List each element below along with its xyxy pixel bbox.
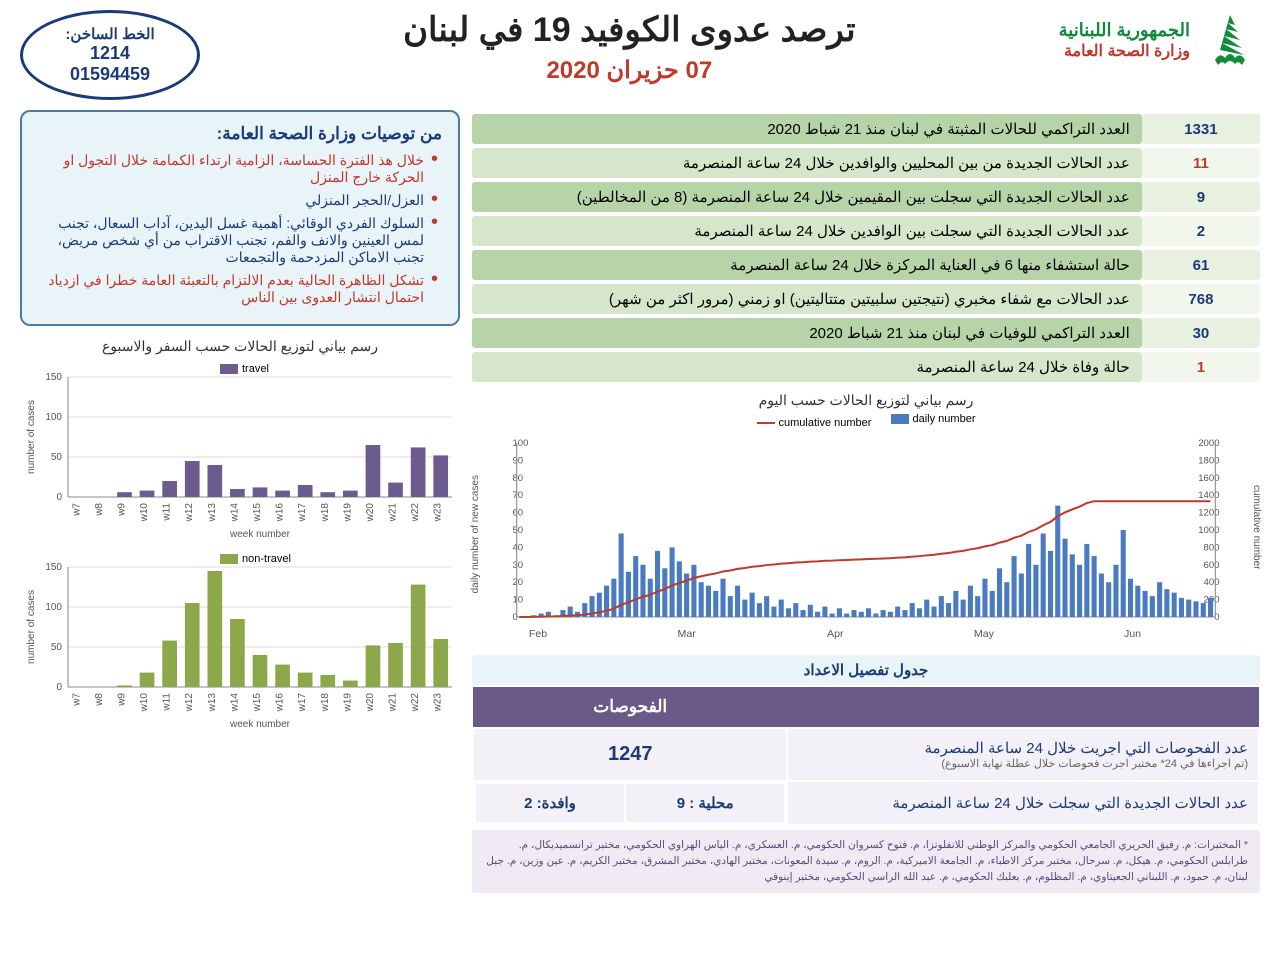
svg-text:w23: w23 <box>433 503 444 523</box>
svg-text:100: 100 <box>45 412 62 423</box>
recommendations-box: من توصيات وزارة الصحة العامة: خلال هذ ال… <box>20 110 460 326</box>
footnote: * المختبرات: م. رفيق الحريري الجامعي الح… <box>472 830 1260 893</box>
svg-text:80: 80 <box>512 473 523 483</box>
svg-text:Apr: Apr <box>827 629 844 640</box>
svg-text:w22: w22 <box>410 503 421 523</box>
daily-chart-legend: daily number cumulative number <box>472 413 1260 429</box>
svg-text:w20: w20 <box>365 693 376 713</box>
detail-table: الفحوصات عدد الفحوصات التي اجريت خلال 24… <box>472 687 1260 826</box>
svg-text:w7: w7 <box>71 503 82 517</box>
svg-text:number of cases: number of cases <box>26 590 37 664</box>
svg-text:w13: w13 <box>207 693 218 713</box>
svg-text:1200: 1200 <box>1198 508 1219 518</box>
svg-text:w14: w14 <box>229 693 240 713</box>
svg-text:week number: week number <box>229 529 291 539</box>
svg-text:w18: w18 <box>320 503 331 523</box>
svg-text:number of cases: number of cases <box>26 400 37 474</box>
svg-text:w9: w9 <box>116 693 127 707</box>
svg-text:800: 800 <box>1204 543 1220 553</box>
svg-text:600: 600 <box>1204 560 1220 570</box>
cedar-logo <box>1200 10 1260 70</box>
svg-text:50: 50 <box>51 452 63 463</box>
svg-text:20: 20 <box>512 577 523 587</box>
svg-text:w17: w17 <box>297 503 308 523</box>
svg-text:70: 70 <box>512 490 523 500</box>
svg-text:30: 30 <box>512 560 523 570</box>
svg-text:w8: w8 <box>94 503 105 517</box>
svg-text:50: 50 <box>51 642 63 653</box>
svg-text:w8: w8 <box>94 693 105 707</box>
svg-text:week number: week number <box>229 719 291 729</box>
svg-text:w14: w14 <box>229 503 240 523</box>
page-title: ترصد عدوى الكوفيد 19 في لبنان <box>220 10 1039 50</box>
svg-text:w18: w18 <box>320 693 331 713</box>
svg-text:100: 100 <box>45 602 62 613</box>
svg-text:w7: w7 <box>71 693 82 707</box>
svg-text:w19: w19 <box>342 503 353 523</box>
svg-text:w21: w21 <box>388 693 399 713</box>
svg-text:1000: 1000 <box>1198 525 1219 535</box>
daily-chart-title: رسم بياني لتوزيع الحالات حسب اليوم <box>472 392 1260 409</box>
svg-text:w22: w22 <box>410 693 421 713</box>
stats-table: 1331العدد التراكمي للحالات المثبتة في لب… <box>472 110 1260 386</box>
hotline-badge: الخط الساخن: 1214 01594459 <box>20 10 200 100</box>
svg-text:w16: w16 <box>275 503 286 523</box>
svg-text:May: May <box>974 629 995 640</box>
org-name: الجمهورية اللبنانية وزارة الصحة العامة <box>1059 20 1190 61</box>
svg-text:w20: w20 <box>365 503 376 523</box>
svg-text:w23: w23 <box>433 693 444 713</box>
svg-text:0: 0 <box>56 492 62 503</box>
svg-text:150: 150 <box>45 562 62 573</box>
nontravel-chart: non-travel 050100150w7w8w9w10w11w12w13w1… <box>20 549 460 729</box>
svg-text:w21: w21 <box>388 503 399 523</box>
svg-text:1800: 1800 <box>1198 456 1219 466</box>
svg-text:w17: w17 <box>297 693 308 713</box>
svg-text:0: 0 <box>56 682 62 693</box>
svg-text:150: 150 <box>45 372 62 383</box>
svg-text:Feb: Feb <box>529 629 548 640</box>
svg-text:10: 10 <box>512 595 523 605</box>
svg-text:w12: w12 <box>184 503 195 523</box>
svg-text:w15: w15 <box>252 693 263 713</box>
svg-text:w13: w13 <box>207 503 218 523</box>
svg-text:w11: w11 <box>162 693 173 712</box>
svg-text:Jun: Jun <box>1124 629 1141 640</box>
svg-text:w11: w11 <box>162 503 173 522</box>
svg-text:w10: w10 <box>139 503 150 523</box>
svg-text:w15: w15 <box>252 503 263 523</box>
svg-text:w9: w9 <box>116 503 127 517</box>
svg-text:Mar: Mar <box>677 629 696 640</box>
svg-text:90: 90 <box>512 456 523 466</box>
svg-text:1600: 1600 <box>1198 473 1219 483</box>
svg-text:60: 60 <box>512 508 523 518</box>
daily-chart: daily number of new cases cumulative num… <box>472 435 1260 645</box>
svg-text:400: 400 <box>1204 577 1220 587</box>
svg-text:50: 50 <box>512 525 523 535</box>
svg-text:w16: w16 <box>275 693 286 713</box>
travel-chart-title: رسم بياني لتوزيع الحالات حسب السفر والاس… <box>20 338 460 355</box>
report-date: 07 حزيران 2020 <box>220 56 1039 85</box>
svg-text:40: 40 <box>512 543 523 553</box>
travel-chart: travel 050100150w7w8w9w10w11w12w13w14w15… <box>20 359 460 539</box>
svg-text:1400: 1400 <box>1198 490 1219 500</box>
svg-text:w19: w19 <box>342 693 353 713</box>
svg-text:w10: w10 <box>139 693 150 713</box>
svg-text:2000: 2000 <box>1198 438 1219 448</box>
detail-table-caption: جدول تفصيل الاعداد <box>472 655 1260 685</box>
svg-text:100: 100 <box>512 438 528 448</box>
svg-text:w12: w12 <box>184 693 195 713</box>
